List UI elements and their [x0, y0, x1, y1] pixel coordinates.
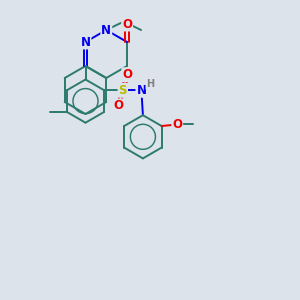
Text: O: O	[113, 99, 123, 112]
Text: N: N	[101, 23, 111, 37]
Text: N: N	[136, 84, 146, 97]
Text: H: H	[146, 79, 154, 89]
Text: O: O	[122, 17, 132, 31]
Text: S: S	[118, 84, 127, 97]
Text: O: O	[122, 68, 132, 81]
Text: O: O	[172, 118, 182, 131]
Text: N: N	[80, 35, 91, 49]
